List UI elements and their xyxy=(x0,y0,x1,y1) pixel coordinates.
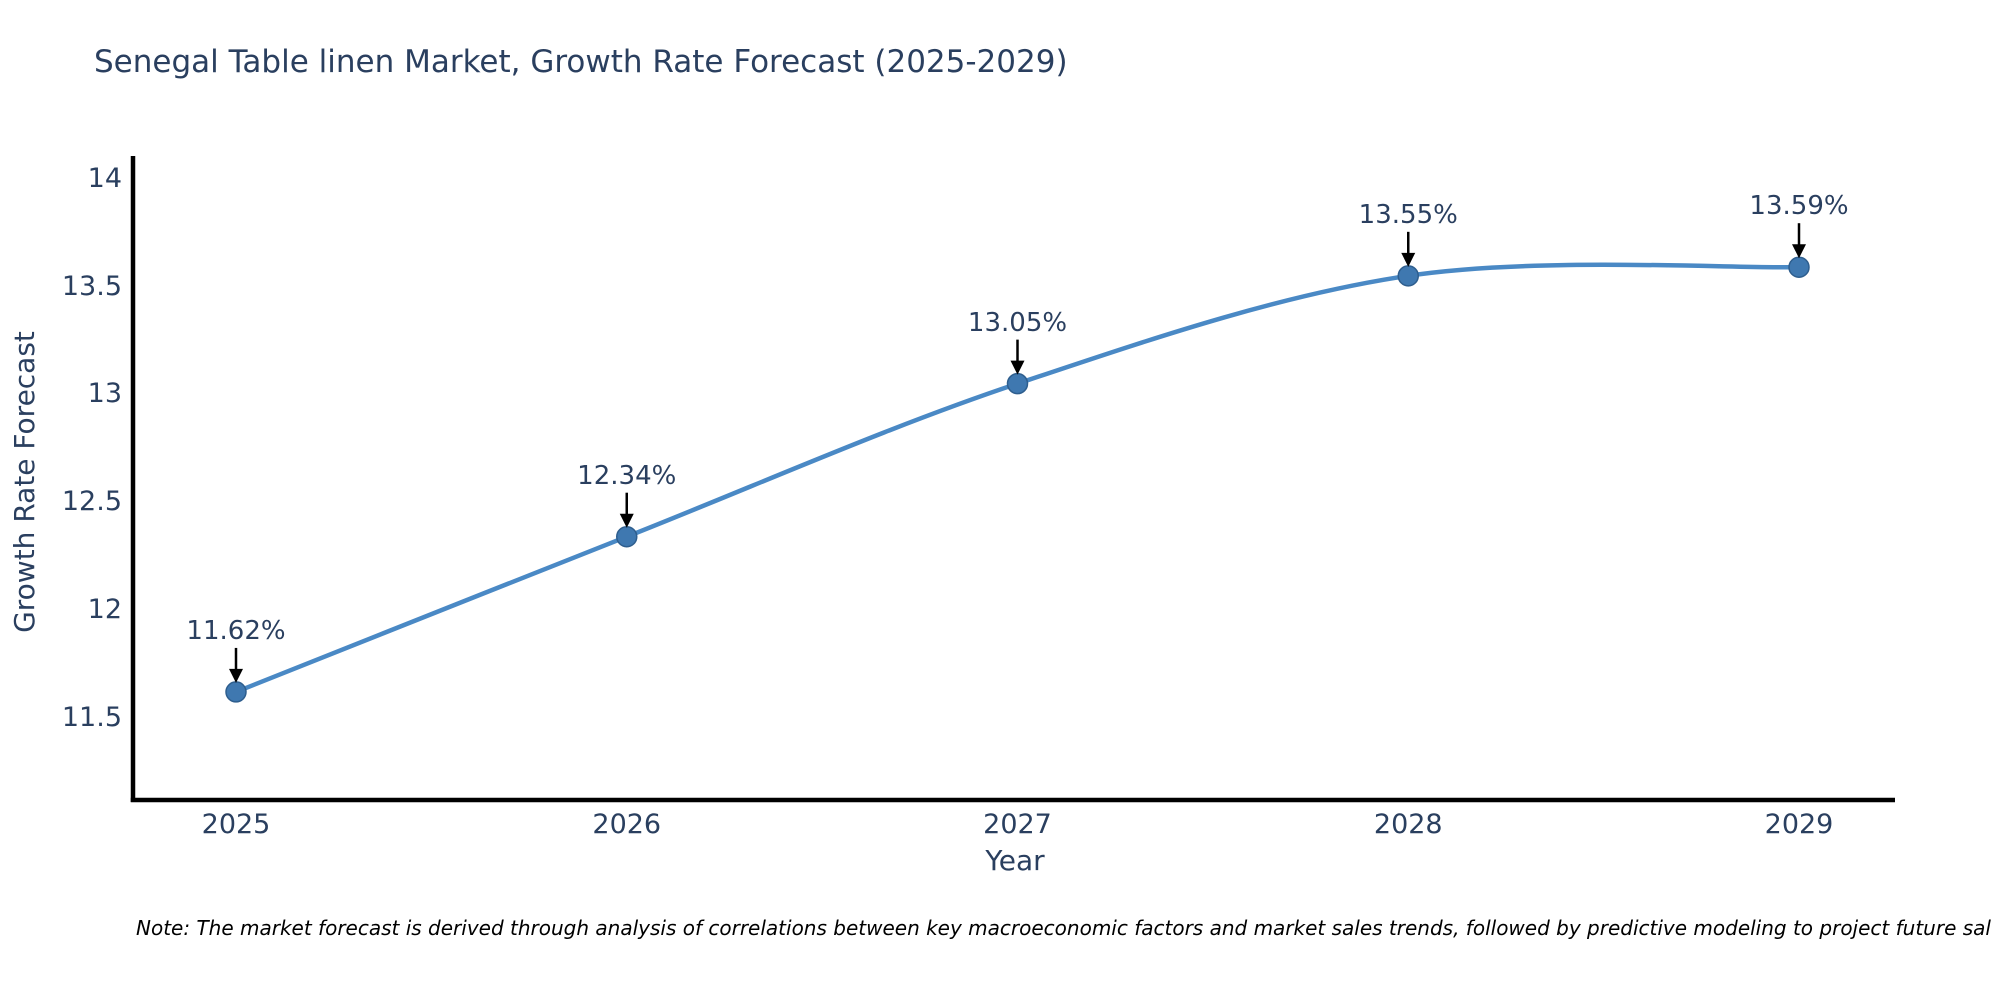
data-point-marker xyxy=(1788,256,1810,278)
y-tick-label: 14 xyxy=(87,162,122,194)
point-value-label: 13.59% xyxy=(1749,191,1849,222)
footnote: Note: The market forecast is derived thr… xyxy=(136,916,1991,940)
data-point-marker xyxy=(1006,372,1029,395)
x-tick-label: 2025 xyxy=(201,809,271,840)
point-value-label: 13.05% xyxy=(967,307,1068,338)
annotation-arrow-head xyxy=(619,513,634,528)
y-tick-label: 12.5 xyxy=(61,486,122,518)
annotation-arrow-head xyxy=(1401,252,1416,267)
data-point-marker xyxy=(1397,265,1419,287)
x-tick-label: 2027 xyxy=(983,809,1052,840)
chart-title: Senegal Table linen Market, Growth Rate … xyxy=(94,44,1068,80)
x-tick-label: 2028 xyxy=(1373,809,1443,840)
y-axis-title: Growth Rate Forecast xyxy=(8,331,41,633)
annotation-arrow-head xyxy=(1792,244,1806,259)
y-tick-label: 13.5 xyxy=(61,270,122,302)
data-point-marker xyxy=(225,681,247,703)
annotation-arrow-head xyxy=(229,668,243,683)
y-tick-label: 11.5 xyxy=(61,701,122,733)
x-axis-title: Year xyxy=(985,844,1045,877)
annotation-arrow-head xyxy=(1010,360,1025,375)
point-value-label: 11.62% xyxy=(186,615,286,646)
x-tick-label: 2029 xyxy=(1764,809,1834,840)
point-value-label: 13.55% xyxy=(1358,199,1458,230)
y-tick-label: 12 xyxy=(87,594,122,625)
point-value-label: 12.34% xyxy=(577,460,677,491)
y-tick-label: 13 xyxy=(87,378,122,410)
x-tick-label: 2026 xyxy=(592,809,662,840)
data-point-marker xyxy=(616,525,638,548)
